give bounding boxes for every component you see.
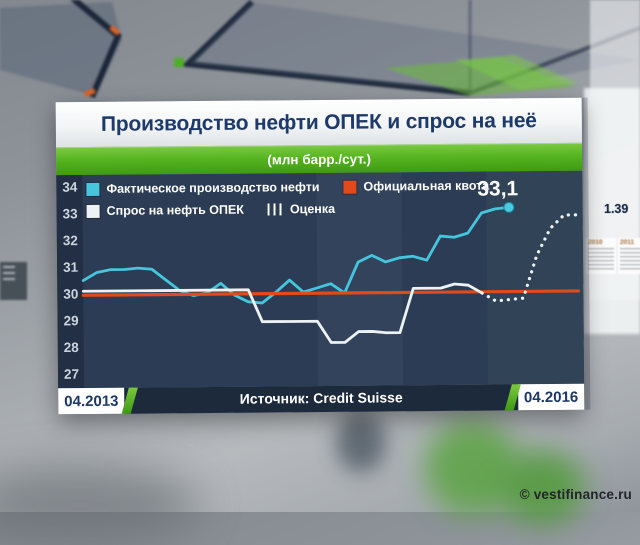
svg-text:27: 27 — [64, 367, 79, 382]
background-number: 1.39 — [604, 202, 629, 216]
dark-blob — [336, 412, 386, 472]
legend-item-production: Фактическое производство нефти — [86, 180, 320, 196]
chart-svg: 34 33 32 31 30 29 28 27 33,1 — [56, 170, 585, 389]
watermark: © vestifinance.ru — [519, 487, 632, 502]
svg-text:34: 34 — [62, 180, 78, 195]
dotted-line-icon — [267, 203, 283, 216]
orange-swatch-icon — [343, 180, 357, 194]
background-year-card: 2010 — [586, 238, 616, 274]
units-label: (млн барр./сут.) — [267, 151, 372, 168]
date-start-chip: 04.2013 — [58, 387, 125, 415]
svg-text:33: 33 — [63, 206, 79, 221]
legend-item-estimate: Оценка — [267, 202, 335, 217]
title-bar: Производство нефти ОПЕК и спрос на неё — [55, 97, 583, 148]
svg-text:30: 30 — [63, 287, 78, 302]
source-label: Источник: Credit Suisse — [239, 389, 403, 407]
background-year-card: 2011 — [618, 238, 640, 274]
legend-item-demand: Спрос на нефть ОПЕК — [86, 203, 244, 218]
infographic-panel: Производство нефти ОПЕК и спрос на неё (… — [55, 97, 585, 415]
white-swatch-icon — [86, 204, 100, 218]
card-text-lines — [588, 248, 614, 270]
bottom-bar: 04.2013 Источник: Credit Suisse 04.2016 — [58, 383, 585, 415]
chart-legend: Фактическое производство нефти Официальн… — [86, 174, 513, 222]
page-title: Производство нефти ОПЕК и спрос на неё — [100, 108, 537, 136]
background-side-panel — [0, 262, 27, 300]
date-end-chip: 04.2016 — [517, 383, 585, 411]
legend-item-quota: Официальная квота — [343, 179, 489, 194]
card-text-lines — [620, 248, 640, 270]
svg-text:29: 29 — [63, 313, 78, 328]
cyan-swatch-icon — [86, 182, 100, 196]
legend-row: Спрос на нефть ОПЕК Оценка — [86, 196, 514, 222]
chart-area: 34 33 32 31 30 29 28 27 33,1 Фактическое произво… — [56, 170, 585, 389]
background-wall-panel — [584, 88, 640, 334]
svg-text:33,1: 33,1 — [477, 177, 518, 200]
svg-text:32: 32 — [63, 233, 78, 248]
svg-text:31: 31 — [63, 260, 79, 275]
svg-text:28: 28 — [64, 340, 80, 355]
